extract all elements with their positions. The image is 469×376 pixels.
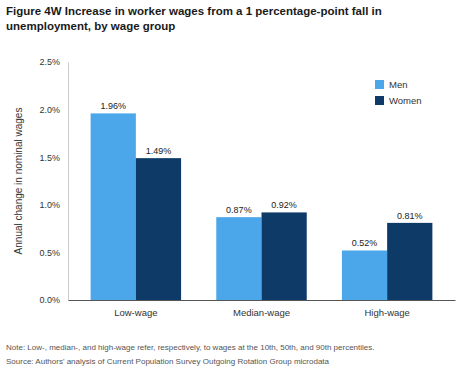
- bar: [262, 212, 307, 300]
- annotation: Note: Low-, median-, and high-wage refer…: [6, 343, 375, 352]
- chart: Figure 4W Increase in worker wages from …: [0, 0, 469, 376]
- data-label: 1.49%: [146, 146, 172, 156]
- x-tick: Low-wage: [114, 300, 157, 318]
- bar: [342, 250, 387, 300]
- legend-swatch: [375, 96, 384, 105]
- x-axis: Low-wage Median-wage High-wage: [69, 300, 456, 318]
- x-tick-label: High-wage: [364, 307, 409, 318]
- legend: Men Women: [375, 79, 422, 106]
- legend-item: Men: [375, 79, 407, 90]
- plot: 0.0%0.5%1.0%1.5%2.0%2.5%1.96%0.87%0.52%1…: [39, 57, 455, 317]
- y-tick: 1.5%: [39, 153, 68, 163]
- bar: [387, 223, 432, 300]
- x-tick: Median-wage: [233, 300, 290, 318]
- y-tick-label: 2.0%: [39, 105, 60, 115]
- y-tick: 2.0%: [39, 105, 68, 115]
- legend-item: Women: [375, 95, 422, 106]
- y-tick-label: 0.0%: [39, 295, 60, 305]
- data-label: 0.52%: [352, 238, 378, 248]
- data-label: 0.87%: [226, 205, 252, 215]
- y-axis: 0.0% 0.5% 1.0% 1.5% 2.0% 2.5%: [39, 57, 68, 305]
- y-tick-label: 1.5%: [39, 153, 60, 163]
- bars: [91, 113, 433, 300]
- data-label: 0.81%: [397, 211, 423, 221]
- y-tick-label: 2.5%: [39, 57, 60, 67]
- x-axis-line: [69, 300, 456, 301]
- bar: [91, 113, 136, 300]
- y-tick: 1.0%: [39, 200, 68, 210]
- legend-swatch: [375, 80, 384, 89]
- y-axis-line: [68, 63, 69, 301]
- y-tick: 0.0%: [39, 295, 68, 305]
- annotation: Source: Authors' analysis of Current Pop…: [6, 357, 330, 366]
- data-label: 0.92%: [271, 200, 297, 210]
- data-label: 1.96%: [100, 101, 126, 111]
- title-line: unemployment, by wage group: [6, 20, 175, 32]
- y-tick-label: 1.0%: [39, 200, 60, 210]
- bar: [216, 217, 261, 300]
- y-tick: 0.5%: [39, 248, 68, 258]
- title: Figure 4W Increase in worker wages from …: [6, 5, 382, 32]
- data-labels: 1.96% 0.87% 0.52% 1.49% 0.92% 0.81%: [100, 101, 422, 248]
- y-tick-label: 0.5%: [39, 248, 60, 258]
- legend-label: Men: [389, 79, 407, 90]
- x-tick-label: Median-wage: [233, 307, 290, 318]
- legend-label: Women: [389, 95, 422, 106]
- bar: [136, 158, 181, 300]
- title-line: Figure 4W Increase in worker wages from …: [6, 5, 382, 17]
- y-tick: 2.5%: [39, 57, 68, 67]
- y-axis-title: Annual change in nominal wages: [13, 108, 24, 255]
- x-tick: High-wage: [364, 300, 409, 318]
- x-tick-label: Low-wage: [114, 307, 157, 318]
